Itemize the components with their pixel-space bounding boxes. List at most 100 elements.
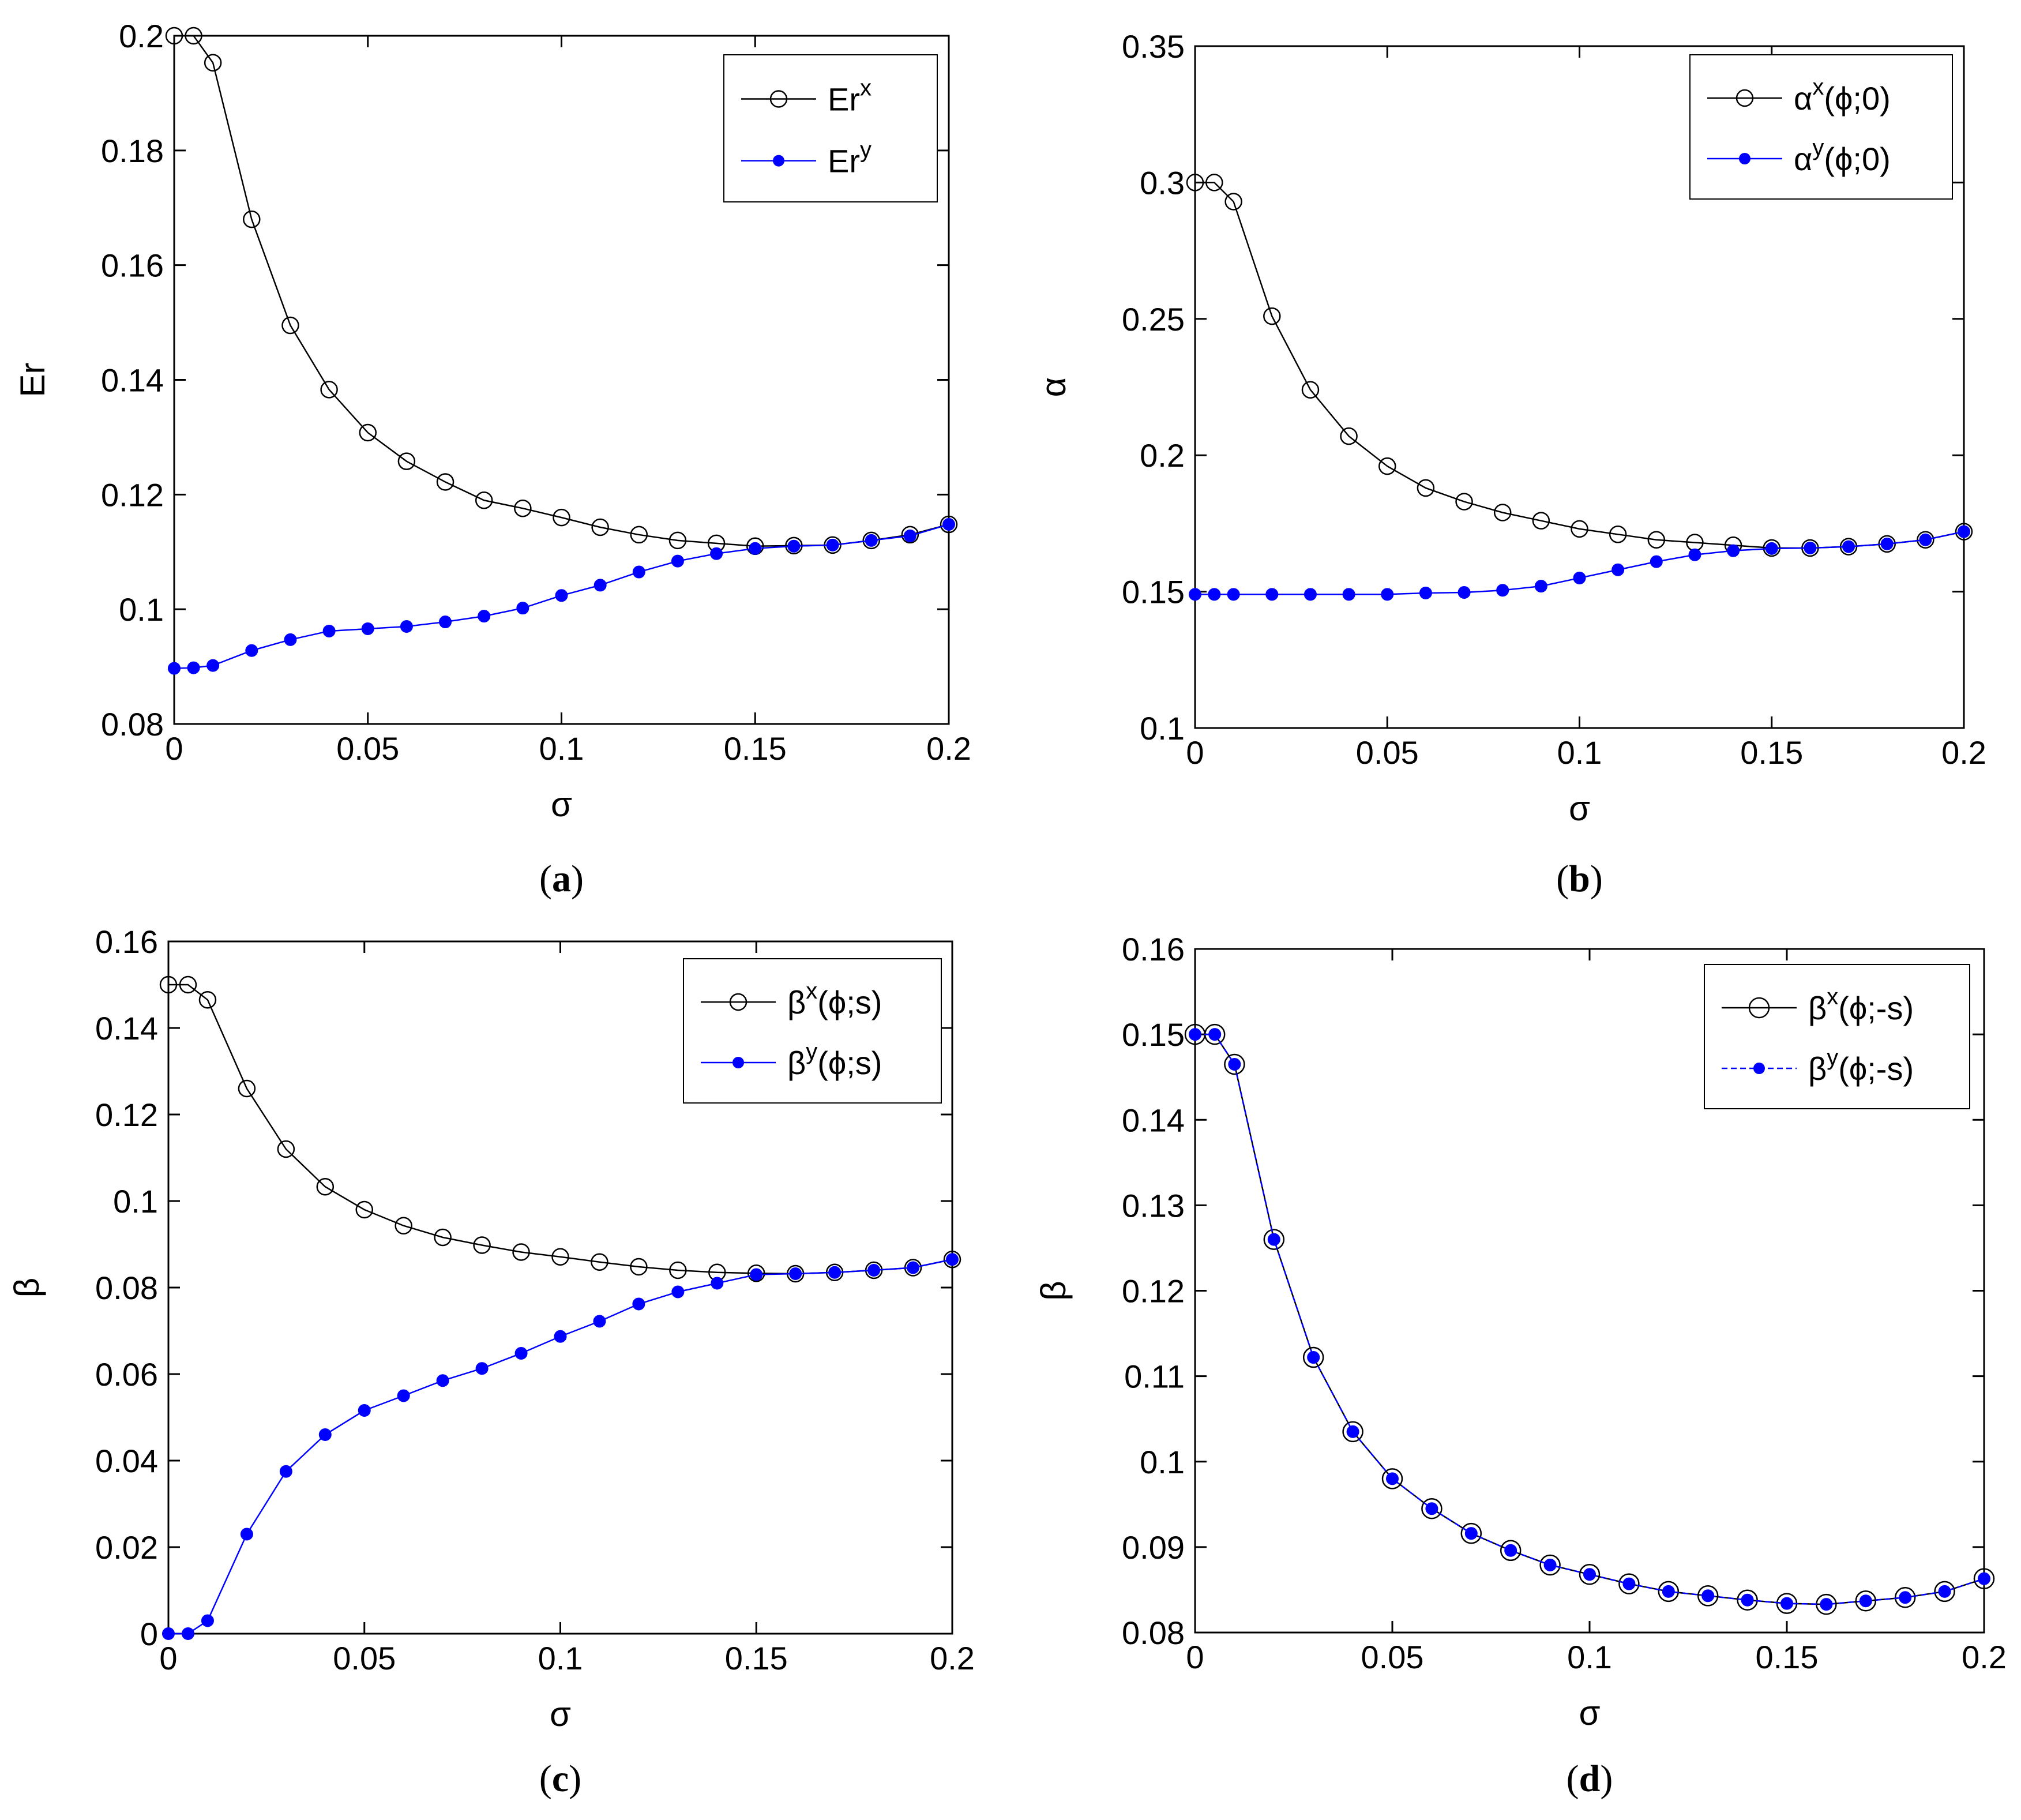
- x-tick-label: 0.05: [333, 1640, 396, 1676]
- panel-caption-letter: d: [1579, 1758, 1601, 1800]
- data-point-y: [361, 622, 374, 635]
- x-tick-label: 0.2: [1962, 1639, 2007, 1675]
- data-point-x: [159, 975, 178, 994]
- data-point-y: [1425, 1502, 1438, 1515]
- data-point-y: [181, 1627, 194, 1640]
- y-tick-label: 0.16: [1122, 931, 1185, 967]
- y-tick-label: 0.14: [95, 1010, 158, 1046]
- data-point-y: [1457, 586, 1471, 599]
- data-point-x: [1917, 531, 1934, 549]
- y-tick-label: 0.12: [1122, 1273, 1185, 1309]
- x-tick-label: 0.2: [926, 730, 971, 767]
- x-tick-label: 0.1: [1557, 734, 1602, 771]
- x-tick-label: 0: [1186, 1639, 1204, 1675]
- y-axis-label: β: [1034, 1281, 1073, 1301]
- data-point-x: [512, 1243, 530, 1261]
- y-tick-label: 0.15: [1122, 1016, 1185, 1053]
- legend-box: [683, 958, 942, 1104]
- data-point-x: [1532, 512, 1550, 530]
- data-point-y: [475, 1362, 489, 1375]
- data-point-y: [1303, 588, 1317, 601]
- y-tick-label: 0.06: [95, 1356, 158, 1393]
- data-point-y: [826, 538, 839, 551]
- data-point-x: [1697, 1585, 1719, 1607]
- data-point-x: [434, 1228, 452, 1247]
- legend: βx(ϕ;s) βy(ϕ;s): [683, 958, 942, 1104]
- x-axis-label: σ: [1569, 789, 1590, 828]
- data-point-y: [1543, 1558, 1557, 1571]
- data-point-x: [1421, 1498, 1443, 1519]
- y-axis-label: β: [7, 1278, 46, 1298]
- series-line-y: [1195, 1033, 1985, 1605]
- chart-panel-b: 0 0.05 0.1 0.15 0.2 0.1 0.15 0.2 0.25 0.3 0.35 σ α (b…: [1034, 28, 1986, 900]
- data-point-x: [862, 531, 880, 550]
- data-point-y: [436, 1374, 449, 1387]
- data-point-y: [1859, 1594, 1872, 1608]
- series-line-y: [174, 523, 949, 669]
- x-tick-label: 0.2: [930, 1640, 975, 1676]
- y-axis-label: Er: [13, 363, 52, 397]
- data-point-y: [322, 624, 336, 637]
- data-point-x: [1618, 1573, 1640, 1594]
- x-tick-label: 0.05: [1356, 734, 1419, 771]
- data-point-x: [475, 491, 493, 509]
- y-tick-label: 0.02: [95, 1529, 158, 1566]
- data-point-x: [630, 526, 648, 544]
- x-tick-label: 0.15: [725, 1640, 788, 1676]
- data-point-x: [436, 473, 454, 491]
- data-point-y: [240, 1528, 253, 1541]
- data-point-x: [1973, 1568, 1995, 1589]
- y-tick-label: 0.09: [1122, 1529, 1185, 1566]
- data-point-y: [1208, 1028, 1222, 1041]
- data-point-y: [1662, 1585, 1675, 1598]
- data-point-x: [1302, 1346, 1324, 1368]
- y-tick-label: 0.13: [1122, 1187, 1185, 1224]
- data-point-x: [1224, 193, 1242, 211]
- data-point-y: [907, 1261, 920, 1274]
- data-point-y: [1765, 542, 1778, 555]
- legend-marker-x: [1735, 89, 1754, 107]
- data-point-x: [668, 531, 687, 550]
- data-point-y: [946, 1253, 959, 1266]
- data-point-y: [789, 1267, 802, 1280]
- data-point-y: [284, 633, 297, 646]
- legend-marker-y: [1739, 153, 1750, 164]
- x-tick-label: 0.1: [539, 730, 584, 767]
- data-point-y: [1622, 1577, 1636, 1590]
- data-point-x: [1417, 479, 1435, 497]
- data-point-y: [358, 1404, 371, 1417]
- data-point-y: [1727, 544, 1740, 557]
- data-point-x: [1381, 1468, 1403, 1489]
- data-point-y: [1496, 584, 1509, 597]
- y-tick-label: 0.08: [101, 706, 164, 742]
- data-point-x: [1539, 1554, 1561, 1576]
- legend-label-x: Erx: [828, 76, 871, 118]
- data-point-x: [1571, 520, 1588, 538]
- legend-marker-x: [1748, 997, 1770, 1019]
- data-point-y: [710, 547, 723, 560]
- y-tick-label: 0.35: [1122, 28, 1185, 65]
- data-point-y: [1880, 537, 1894, 550]
- y-tick-label: 0.12: [101, 476, 164, 513]
- data-point-x: [243, 210, 261, 228]
- y-tick-label: 0.2: [119, 18, 164, 54]
- x-tick-label: 0.05: [1361, 1639, 1424, 1675]
- y-tick-label: 0.08: [95, 1270, 158, 1306]
- legend-label-y: Ery: [828, 137, 871, 179]
- data-point-x: [551, 1248, 569, 1266]
- data-point-y: [1938, 1585, 1951, 1598]
- data-point-y: [1504, 1544, 1517, 1557]
- y-tick-label: 0.1: [119, 591, 164, 628]
- y-tick-label: 0.15: [1122, 574, 1185, 610]
- data-point-x: [1579, 1564, 1601, 1585]
- data-point-y: [749, 542, 762, 555]
- y-tick-label: 0.25: [1122, 301, 1185, 337]
- data-point-y: [1919, 533, 1932, 546]
- y-tick-label: 0.1: [113, 1183, 158, 1219]
- data-point-x: [277, 1140, 295, 1158]
- data-point-x: [1609, 526, 1627, 543]
- data-point-x: [1263, 1229, 1285, 1250]
- data-point-x: [397, 452, 416, 470]
- data-point-x: [1378, 457, 1396, 475]
- x-tick-label: 0.15: [1756, 1639, 1819, 1675]
